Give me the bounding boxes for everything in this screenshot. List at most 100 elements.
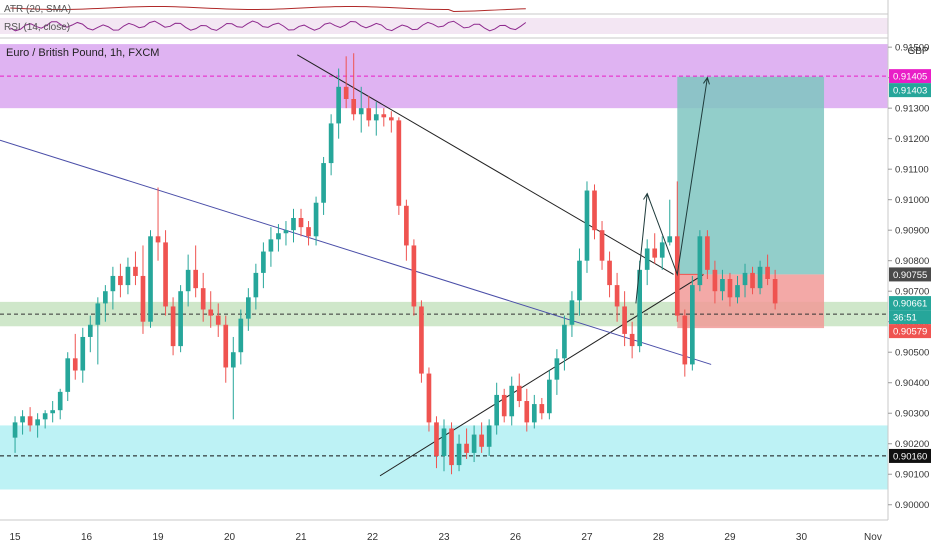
candle-51 bbox=[396, 117, 402, 215]
candle-body bbox=[351, 99, 357, 115]
candle-97 bbox=[742, 263, 748, 298]
y-tick-label: 0.90900 bbox=[895, 226, 929, 237]
candle-body bbox=[486, 425, 492, 447]
candle-body bbox=[133, 266, 138, 276]
candle-9 bbox=[80, 327, 86, 383]
candle-61 bbox=[471, 425, 477, 463]
x-tick-label: 20 bbox=[224, 532, 236, 543]
projection-arrowhead-1 bbox=[643, 192, 651, 201]
y-tick-label: 0.90400 bbox=[895, 378, 929, 389]
candle-49 bbox=[381, 108, 387, 127]
candle-body bbox=[629, 333, 635, 347]
rsi-line bbox=[10, 20, 527, 32]
candle-body bbox=[230, 352, 236, 368]
candle-body bbox=[291, 217, 296, 231]
candle-58 bbox=[449, 422, 454, 475]
y-tick-label: 0.91000 bbox=[895, 195, 929, 206]
candle-39 bbox=[306, 221, 311, 246]
candle-24 bbox=[193, 245, 198, 298]
candle-22 bbox=[178, 285, 183, 353]
y-tick-label: 0.90300 bbox=[895, 409, 929, 420]
candle-46 bbox=[358, 86, 364, 133]
candle-body bbox=[381, 114, 387, 118]
position-tool[interactable] bbox=[677, 76, 825, 329]
candle-10 bbox=[87, 315, 93, 353]
candle-body bbox=[449, 428, 454, 466]
candle-body bbox=[419, 306, 424, 374]
candle-76 bbox=[584, 181, 590, 273]
trendlines-layer[interactable] bbox=[0, 54, 712, 477]
candle-89 bbox=[682, 309, 688, 377]
candle-86 bbox=[659, 236, 665, 270]
price-tag bbox=[889, 324, 931, 339]
candle-25 bbox=[200, 272, 206, 322]
candle-71 bbox=[547, 370, 552, 420]
candle-body bbox=[501, 394, 507, 417]
candle-body bbox=[246, 297, 251, 319]
candle-body bbox=[268, 239, 274, 252]
candle-40 bbox=[313, 196, 319, 246]
candle-26 bbox=[208, 291, 214, 328]
x-tick-label: 19 bbox=[152, 532, 164, 543]
candle-34 bbox=[268, 227, 274, 267]
candle-62 bbox=[479, 422, 484, 453]
y-tick-label: 0.90100 bbox=[895, 470, 929, 481]
candle-body bbox=[200, 288, 206, 310]
candle-body bbox=[426, 373, 432, 423]
candle-body bbox=[644, 248, 650, 270]
price-axis[interactable]: 0.915000.914000.913000.912000.911000.910… bbox=[887, 38, 932, 550]
candle-17 bbox=[140, 245, 146, 334]
time-axis[interactable]: 15 16 19 20 21 22 23 26 27 28 29 30 Nov bbox=[0, 519, 888, 543]
candle-body bbox=[193, 269, 198, 289]
candle-body bbox=[65, 358, 71, 392]
price-tag-label: 0.91405 bbox=[893, 72, 927, 83]
candle-90 bbox=[690, 275, 695, 371]
candle-29 bbox=[230, 336, 236, 420]
candle-72 bbox=[554, 349, 560, 395]
candle-82 bbox=[629, 321, 635, 359]
candle-body bbox=[404, 205, 409, 246]
candle-67 bbox=[516, 373, 522, 408]
candle-57 bbox=[441, 419, 447, 472]
price-tag-label: 0.90160 bbox=[893, 451, 927, 462]
candle-body bbox=[313, 202, 319, 237]
candle-body bbox=[765, 266, 770, 279]
candles-layer bbox=[12, 53, 778, 475]
candle-body bbox=[464, 443, 469, 453]
candle-83 bbox=[637, 260, 642, 353]
candle-1 bbox=[20, 410, 25, 435]
chart-title: Euro / British Pound, 1h, FXCM bbox=[6, 47, 159, 59]
price-tag bbox=[889, 310, 931, 325]
x-tick-label: 26 bbox=[510, 532, 522, 543]
x-tick-label: 22 bbox=[367, 532, 379, 543]
candle-100 bbox=[765, 254, 770, 286]
candle-body bbox=[12, 422, 18, 438]
candle-65 bbox=[501, 388, 507, 423]
candle-52 bbox=[404, 199, 409, 261]
candle-53 bbox=[411, 239, 417, 316]
y-tick-label: 0.90000 bbox=[895, 500, 929, 511]
candle-43 bbox=[336, 68, 341, 139]
candle-body bbox=[276, 233, 281, 240]
trendline-long-blue bbox=[0, 139, 712, 365]
candle-body bbox=[456, 443, 462, 466]
zone-pivot-lower bbox=[0, 314, 888, 327]
candle-body bbox=[757, 266, 763, 289]
candle-27 bbox=[215, 303, 221, 337]
candle-8 bbox=[72, 333, 78, 380]
candle-body bbox=[125, 266, 131, 286]
candle-92 bbox=[705, 230, 710, 279]
projection-path[interactable] bbox=[635, 76, 710, 304]
candle-body bbox=[253, 272, 259, 298]
candle-79 bbox=[607, 251, 612, 298]
candle-4 bbox=[42, 410, 48, 429]
y-tick-label: 0.90500 bbox=[895, 348, 929, 359]
candle-body bbox=[95, 303, 101, 325]
y-tick-label: 0.90700 bbox=[895, 287, 929, 298]
candle-body bbox=[592, 190, 597, 231]
x-tick-label: 16 bbox=[81, 532, 93, 543]
candle-91 bbox=[697, 230, 703, 292]
candle-body bbox=[547, 379, 552, 414]
candle-body bbox=[516, 385, 522, 402]
